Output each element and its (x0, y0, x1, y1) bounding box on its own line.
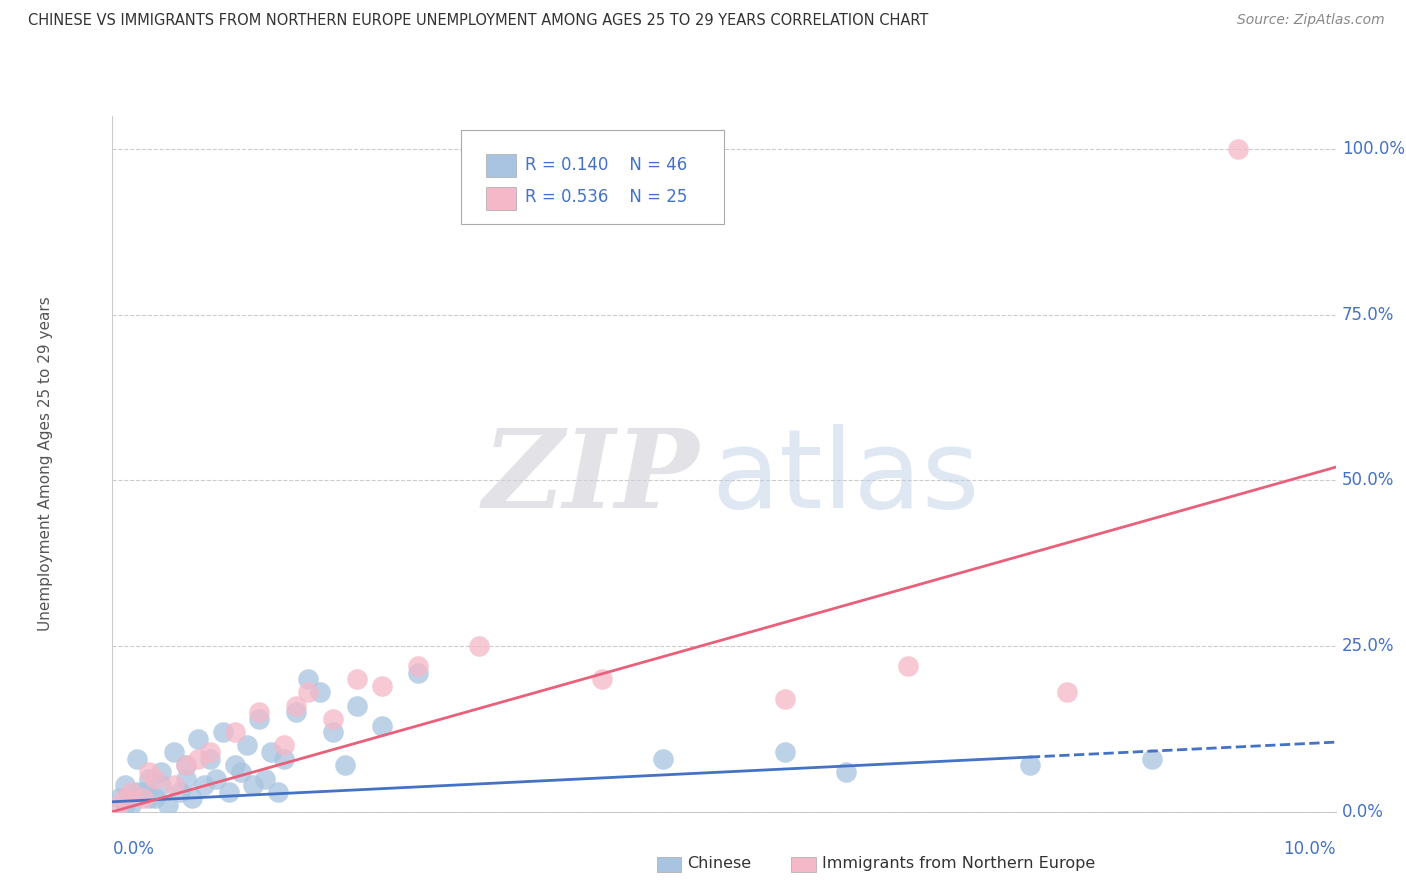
Point (247, 706, 270, 720)
Point (120, 785, 142, 799)
Point (200, 745, 222, 759)
Point (224, 758, 246, 772)
Text: 50.0%: 50.0% (1341, 471, 1395, 490)
Point (169, 785, 191, 799)
Text: 10.0%: 10.0% (1284, 839, 1336, 857)
Bar (657, 857, 682, 872)
Point (125, 785, 148, 799)
Point (132, 791, 155, 805)
Text: Unemployment Among Ages 25 to 29 years: Unemployment Among Ages 25 to 29 years (38, 296, 52, 632)
Text: Source: ZipAtlas.com: Source: ZipAtlas.com (1237, 13, 1385, 28)
Point (114, 791, 136, 805)
Text: Immigrants from Northern Europe: Immigrants from Northern Europe (823, 856, 1095, 871)
Point (187, 731, 209, 746)
Point (156, 798, 179, 813)
Point (370, 718, 392, 732)
Point (468, 639, 491, 653)
Point (1056, 685, 1078, 699)
Point (242, 778, 264, 792)
Point (211, 725, 233, 739)
Point (284, 706, 308, 720)
Point (205, 772, 228, 786)
Text: Chinese: Chinese (688, 856, 752, 871)
Point (120, 798, 142, 813)
Point (266, 785, 288, 799)
Point (309, 685, 332, 699)
Point (897, 659, 920, 673)
Point (773, 692, 796, 706)
Point (773, 745, 796, 759)
Point (835, 764, 858, 779)
Point (297, 672, 319, 686)
Point (1142, 752, 1164, 766)
Text: ZIP: ZIP (484, 424, 700, 532)
Text: 25.0%: 25.0% (1341, 637, 1395, 655)
Point (107, 798, 129, 813)
Point (408, 659, 430, 673)
Point (138, 772, 160, 786)
Point (322, 725, 344, 739)
Point (260, 745, 283, 759)
Text: 0.0%: 0.0% (1341, 803, 1384, 821)
Point (247, 712, 270, 726)
Point (150, 764, 173, 779)
Point (163, 778, 186, 792)
Point (125, 752, 148, 766)
Point (114, 778, 136, 792)
Point (224, 725, 246, 739)
Point (200, 752, 222, 766)
Text: 0.0%: 0.0% (112, 839, 155, 857)
Point (107, 791, 129, 805)
FancyBboxPatch shape (461, 130, 724, 224)
Point (1226, 142, 1249, 156)
Point (408, 665, 430, 680)
Point (1018, 758, 1040, 772)
Point (346, 672, 368, 686)
Text: R = 0.536    N = 25: R = 0.536 N = 25 (524, 188, 688, 206)
Point (346, 698, 368, 713)
Point (181, 791, 204, 805)
Point (652, 752, 675, 766)
Point (150, 778, 173, 792)
Point (143, 791, 166, 805)
Bar (485, 154, 516, 178)
Point (273, 739, 295, 753)
Point (187, 752, 209, 766)
Point (273, 752, 295, 766)
Point (174, 772, 197, 786)
Bar (485, 187, 516, 210)
Point (333, 758, 356, 772)
Text: R = 0.140    N = 46: R = 0.140 N = 46 (524, 156, 688, 174)
Point (114, 798, 136, 813)
Text: 75.0%: 75.0% (1341, 306, 1395, 324)
Point (174, 758, 197, 772)
Point (322, 712, 344, 726)
Point (370, 679, 392, 693)
Text: CHINESE VS IMMIGRANTS FROM NORTHERN EUROPE UNEMPLOYMENT AMONG AGES 25 TO 29 YEAR: CHINESE VS IMMIGRANTS FROM NORTHERN EURO… (28, 13, 928, 29)
Point (236, 739, 259, 753)
Point (174, 758, 197, 772)
Point (297, 685, 319, 699)
Point (284, 698, 308, 713)
Bar (792, 857, 815, 872)
Point (132, 785, 155, 799)
Point (591, 672, 613, 686)
Text: 100.0%: 100.0% (1341, 140, 1405, 158)
Text: atlas: atlas (711, 425, 980, 532)
Point (193, 778, 215, 792)
Point (143, 772, 166, 786)
Point (138, 791, 160, 805)
Point (138, 764, 160, 779)
Point (254, 772, 277, 786)
Point (229, 764, 252, 779)
Point (163, 745, 186, 759)
Point (218, 785, 240, 799)
